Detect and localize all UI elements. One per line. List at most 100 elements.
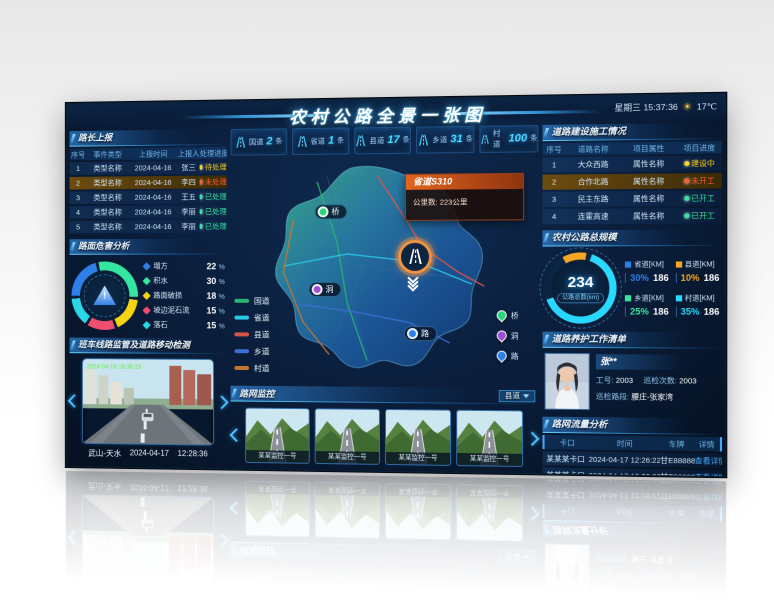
road-icon <box>236 136 246 148</box>
map-marker-road[interactable]: 路 <box>404 325 438 341</box>
panel-maintenance-list: 道路养护工作清单 <box>542 331 723 415</box>
license-plate: 甘E88888 <box>660 455 695 465</box>
series-swatch <box>675 261 682 268</box>
row-index: 3 <box>76 193 81 203</box>
status-badge: 已开工 <box>677 210 722 222</box>
series-swatch <box>624 261 632 268</box>
row-index: 2 <box>551 177 557 187</box>
map-marker-bridge[interactable]: 桥 <box>314 203 348 220</box>
status-dot-icon <box>199 179 203 185</box>
panel-title: 班车线路监管及道路移动检测 <box>69 337 227 354</box>
marker-pin-icon <box>494 328 509 343</box>
panel-hazard-analysis: 路面危害分析 ! 塌方 22 % <box>69 238 227 335</box>
diamond-icon <box>142 261 151 271</box>
panel-traffic-analysis: 路网流量分析 卡口 时间 车牌 详情 某某某卡口 2024-04-17 12:26:… <box>542 416 723 478</box>
chevron-right-icon[interactable] <box>215 395 229 410</box>
panel-title: 路面危害分析 <box>69 238 227 254</box>
road-type-dropdown[interactable]: 县道 <box>498 389 536 402</box>
road-line-swatch <box>234 366 250 371</box>
status-dot-icon <box>199 194 203 200</box>
road-icon <box>481 134 490 144</box>
pin-legend-item[interactable]: 洞 <box>494 328 519 343</box>
dashboard: 农村公路全景一张图 星期三 15:37:36 ☀ 17℃ 路长上报 序号 事件类型… <box>65 92 727 478</box>
road-stat-chip[interactable]: 省道 1 条 <box>291 127 349 155</box>
road-icon <box>357 135 367 147</box>
panel-road-scale: 农村公路总规模 234 公路总数(km) <box>542 229 723 329</box>
selected-road-marker[interactable] <box>398 239 433 274</box>
map-marker-tunnel[interactable]: 洞 <box>308 281 342 297</box>
detail-link[interactable]: 查看详情 <box>694 455 723 466</box>
temperature: 17℃ <box>696 100 717 112</box>
hazard-donut-ring: ! <box>71 261 139 330</box>
reporter: 李丽 <box>181 222 196 231</box>
table-row[interactable]: 某某某卡口 2024-04-17 12:26:22 甘E88888 查看详情 <box>542 467 723 478</box>
perspective-stage: 农村公路全景一张图 星期三 15:37:36 ☀ 17℃ 路长上报 序号 事件类型… <box>65 92 727 478</box>
gauge-value: 234 <box>567 273 594 291</box>
construction-table: 1 大众西路 属性名称 建设中 2 合作北路 属性名称 <box>542 155 723 225</box>
diamond-icon <box>142 291 151 300</box>
status-badge: 已开工 <box>677 193 722 205</box>
marker-pin-legend: 桥 洞 路 <box>494 308 519 363</box>
chevron-down-icon <box>523 393 530 398</box>
road-stat-chip[interactable]: 村道 100 条 <box>479 125 539 153</box>
table-row[interactable]: 4 连霍高速 属性名称 已开工 <box>542 207 723 225</box>
camera-thumbnail[interactable]: 某某监控一号 <box>314 408 381 465</box>
camera-thumbnail[interactable]: 某某监控一号 <box>385 408 452 466</box>
project-attr: 属性名称 <box>633 211 665 221</box>
panel-bus-monitoring: 班车线路监管及道路移动检测 <box>67 337 229 461</box>
table-row[interactable]: 4 类型名称 2024-04-16 李丽 已处理 <box>69 205 227 219</box>
inspection-count: 2003 <box>679 376 697 386</box>
project-attr: 属性名称 <box>633 159 665 169</box>
table-row[interactable]: 1 大众西路 属性名称 建设中 <box>542 155 723 173</box>
worker-name: 张** <box>595 354 720 371</box>
road-name: 连霍高速 <box>577 211 609 222</box>
table-row[interactable]: 3 民主东路 属性名称 已开工 <box>542 190 723 208</box>
table-row[interactable]: 某某某卡口 2024-04-17 12:26:22 甘E88888 查看详情 <box>542 451 723 468</box>
report-table: 1 类型名称 2024-04-16 张三 待处理 2 类型名 <box>69 160 227 234</box>
panel-title: 农村公路总规模 <box>542 229 723 246</box>
gate-name: 某某某卡口 <box>546 469 585 478</box>
legend-item: 坡边泥石流 15 % <box>142 305 225 316</box>
road-stat-chip[interactable]: 乡道 31 条 <box>416 125 475 154</box>
detail-link[interactable]: 查看详情 <box>694 472 723 478</box>
road-tooltip: 省道S310 公里数: 223公里 <box>405 172 525 221</box>
province-map-zone: 国道 省道 县道 <box>231 156 539 384</box>
status-dot-icon <box>199 164 203 170</box>
legend-item: 落石 15 % <box>142 319 225 330</box>
chevron-left-icon[interactable] <box>229 428 244 443</box>
road-stat-chip[interactable]: 县道 17 条 <box>353 126 412 155</box>
dashcam-video[interactable]: 2024-04-16 18:36:23 <box>81 358 215 446</box>
datetime: 星期三 15:37:36 <box>614 101 678 113</box>
legend-item: 塌方 22 % <box>142 260 225 271</box>
status-dot-icon <box>683 195 690 201</box>
road-stat-chip[interactable]: 国道 2 条 <box>230 128 287 156</box>
road-name: 合作北路 <box>577 177 609 187</box>
row-index: 5 <box>76 222 81 232</box>
pin-legend-item[interactable]: 桥 <box>494 308 519 323</box>
table-row[interactable]: 1 类型名称 2024-04-16 张三 待处理 <box>69 160 227 175</box>
license-plate: 甘E88888 <box>660 471 695 478</box>
video-osd-timestamp: 2024-04-16 18:36:23 <box>87 363 142 370</box>
report-date: 2024-04-16 <box>134 177 172 188</box>
road-icon <box>408 249 422 265</box>
chevron-left-icon[interactable] <box>67 394 82 408</box>
total-road-gauge: 234 公路总数(km) <box>544 252 617 324</box>
table-row[interactable]: 5 类型名称 2024-04-16 李丽 已处理 <box>69 219 227 234</box>
status-badge: 已处理 <box>199 191 227 202</box>
table-row[interactable]: 2 类型名称 2024-04-16 李四 未处理 <box>69 175 227 190</box>
table-row[interactable]: 3 类型名称 2024-04-16 王五 已处理 <box>69 190 227 205</box>
reporter: 李丽 <box>181 207 196 217</box>
table-row[interactable]: 2 合作北路 属性名称 未开工 <box>542 172 723 190</box>
panel-road-chief-report: 路长上报 序号 事件类型 上报时间 上报人 处理进度 1 类型名称 2024-04-… <box>69 129 227 235</box>
sun-icon: ☀ <box>683 100 692 112</box>
pin-legend-item[interactable]: 路 <box>494 348 519 363</box>
traffic-table: 某某某卡口 2024-04-17 12:26:22 甘E88888 查看详情 某… <box>542 451 723 478</box>
scale-legend: 省道[KM] 30% 186 县道[KM] <box>624 259 720 317</box>
chevron-right-icon[interactable] <box>525 431 540 446</box>
status-dot-icon <box>683 213 690 219</box>
camera-thumbnail[interactable]: 某某监控一号 <box>456 409 524 468</box>
camera-thumbnail[interactable]: 某某监控一号 <box>245 407 310 464</box>
panel-title: 路网监控 县道 <box>230 385 539 404</box>
status-dot-icon <box>683 178 690 184</box>
row-index: 2 <box>76 178 81 188</box>
